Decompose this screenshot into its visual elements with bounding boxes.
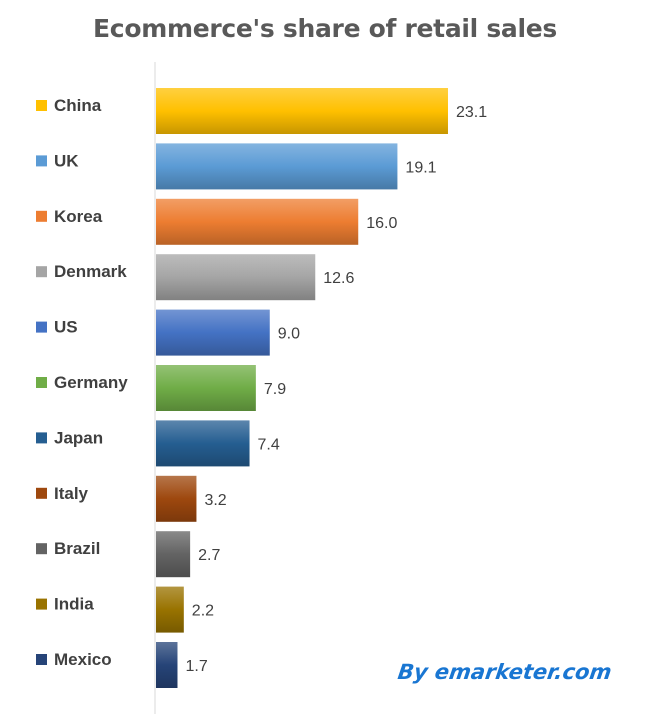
watermark: By emarketer.com bbox=[396, 660, 614, 684]
value-label-germany: 7.9 bbox=[264, 381, 286, 398]
bar-uk bbox=[156, 143, 398, 190]
legend-swatch-mexico bbox=[36, 654, 47, 665]
bar-us bbox=[156, 309, 270, 356]
value-label-japan: 7.4 bbox=[258, 436, 280, 453]
bar-denmark bbox=[156, 254, 316, 301]
legend-swatch-italy bbox=[36, 487, 47, 499]
bar-italy bbox=[156, 475, 197, 522]
value-label-korea: 16.0 bbox=[366, 215, 397, 232]
legend-swatch-germany bbox=[36, 377, 47, 388]
value-label-denmark: 12.6 bbox=[323, 270, 354, 287]
value-label-india: 2.2 bbox=[192, 603, 214, 620]
category-label-china: China bbox=[54, 96, 102, 115]
category-label-uk: UK bbox=[54, 151, 79, 170]
value-label-china: 23.1 bbox=[456, 104, 487, 121]
value-label-brazil: 2.7 bbox=[198, 547, 220, 564]
legend-swatch-brazil bbox=[36, 543, 47, 555]
bar-mexico bbox=[156, 642, 178, 688]
category-label-us: US bbox=[54, 318, 78, 337]
value-label-italy: 3.2 bbox=[204, 492, 226, 509]
bar-china bbox=[156, 88, 448, 134]
category-label-india: India bbox=[54, 595, 94, 614]
category-label-japan: Japan bbox=[54, 428, 103, 447]
legend-swatch-uk bbox=[36, 155, 47, 167]
legend-swatch-china bbox=[36, 100, 47, 111]
bar-korea bbox=[156, 198, 359, 245]
value-label-uk: 19.1 bbox=[405, 159, 436, 176]
chart-title: Ecommerce's share of retail sales bbox=[93, 14, 557, 43]
bar-japan bbox=[156, 420, 250, 467]
legend-swatch-us bbox=[36, 321, 47, 333]
bar-india bbox=[156, 586, 184, 633]
category-label-brazil: Brazil bbox=[54, 539, 100, 558]
bar-germany bbox=[156, 365, 256, 411]
category-label-mexico: Mexico bbox=[54, 650, 112, 669]
bar-brazil bbox=[156, 531, 191, 578]
legend-swatch-korea bbox=[36, 210, 47, 222]
category-label-korea: Korea bbox=[54, 207, 103, 226]
category-label-italy: Italy bbox=[54, 484, 89, 503]
value-label-mexico: 1.7 bbox=[185, 658, 207, 675]
value-label-us: 9.0 bbox=[278, 326, 300, 343]
legend-swatch-japan bbox=[36, 432, 47, 444]
category-label-germany: Germany bbox=[54, 373, 128, 392]
category-label-denmark: Denmark bbox=[54, 262, 127, 281]
legend-swatch-denmark bbox=[36, 266, 47, 278]
legend-swatch-india bbox=[36, 598, 47, 610]
